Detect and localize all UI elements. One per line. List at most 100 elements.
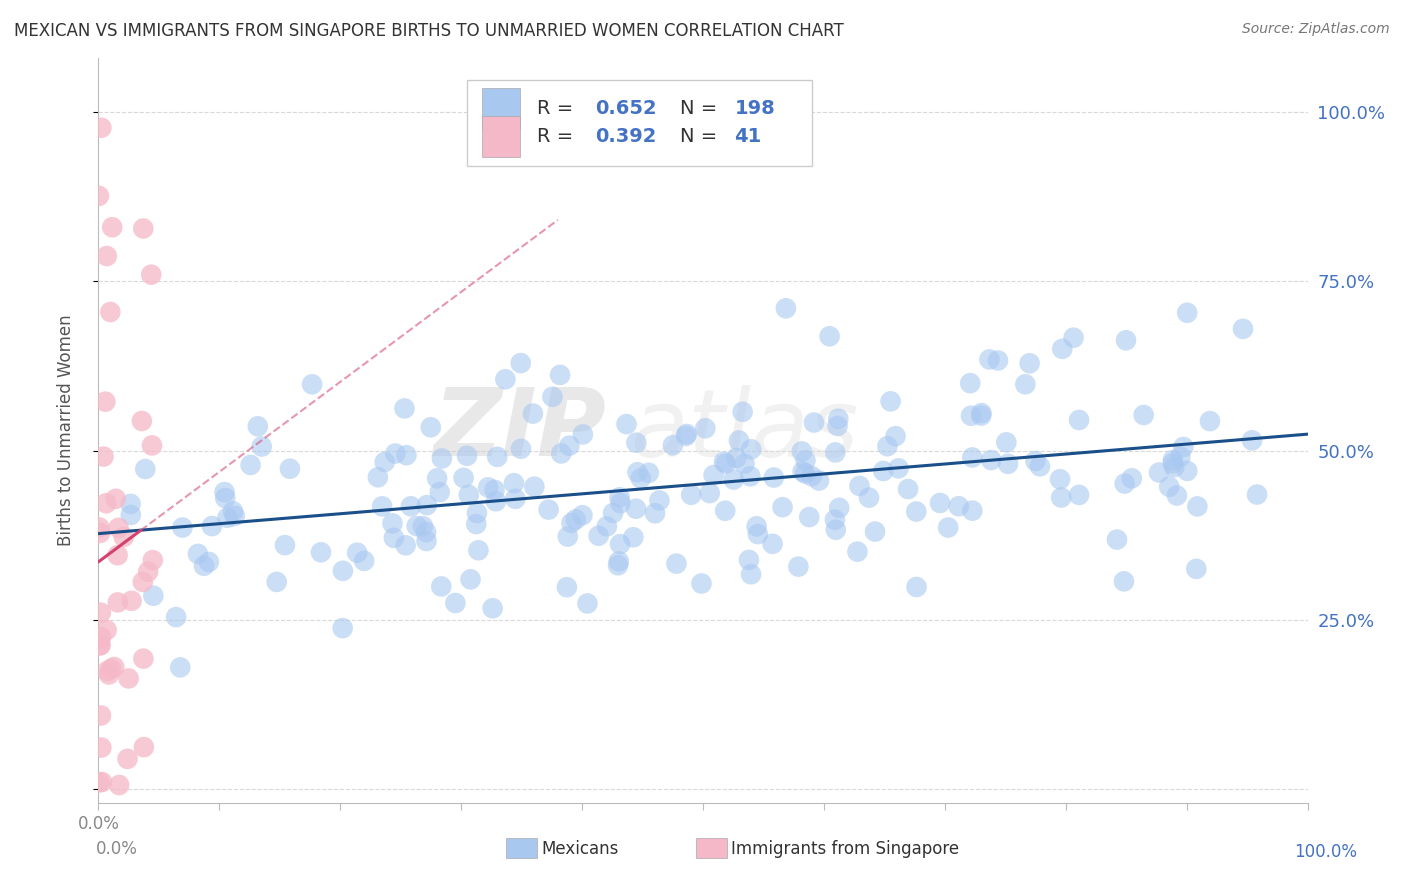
Point [112, 530, 135, 544]
Point [846, 544, 869, 558]
Text: 0.652: 0.652 [595, 99, 657, 118]
Point [89, 638, 111, 652]
Text: 198: 198 [734, 99, 775, 118]
Point [485, 494, 508, 508]
Point [699, 486, 721, 500]
Point [713, 455, 735, 469]
Point [799, 510, 821, 524]
Text: Mexicans: Mexicans [541, 840, 619, 858]
Point [416, 498, 439, 512]
Point [929, 496, 952, 510]
Point [695, 421, 717, 435]
Text: R =: R = [537, 127, 579, 146]
Point [426, 471, 449, 485]
Point [107, 548, 129, 562]
Point [537, 502, 560, 516]
Point [250, 440, 273, 454]
Point [89, 638, 111, 652]
Point [486, 450, 509, 464]
Point [132, 221, 155, 235]
Point [1166, 489, 1188, 503]
Point [117, 752, 139, 766]
Point [89, 525, 111, 540]
Point [374, 455, 396, 469]
Point [576, 597, 599, 611]
Point [217, 510, 239, 524]
Point [1161, 453, 1184, 467]
Point [96, 249, 118, 263]
Point [828, 500, 851, 515]
Point [460, 573, 482, 587]
Point [1199, 414, 1222, 428]
Point [134, 462, 156, 476]
Point [301, 377, 323, 392]
Point [131, 414, 153, 428]
Point [1187, 500, 1209, 514]
Point [762, 470, 785, 484]
Point [772, 500, 794, 515]
Point [560, 516, 582, 530]
Point [346, 546, 368, 560]
Point [848, 479, 870, 493]
Point [962, 450, 984, 465]
Point [558, 439, 581, 453]
Point [872, 464, 894, 478]
Point [381, 516, 404, 531]
Point [1161, 457, 1184, 471]
Point [90, 775, 112, 789]
Point [962, 503, 984, 517]
Point [90, 606, 112, 620]
Text: Source: ZipAtlas.com: Source: ZipAtlas.com [1241, 22, 1389, 37]
Bar [482, 87, 520, 128]
Point [412, 519, 434, 533]
Point [970, 406, 993, 420]
Point [541, 390, 564, 404]
Point [572, 427, 595, 442]
Point [1132, 408, 1154, 422]
Point [90, 740, 112, 755]
Point [550, 446, 572, 460]
Point [87, 775, 110, 789]
Y-axis label: Births to Unmarried Women: Births to Unmarried Women [56, 315, 75, 546]
Point [1173, 440, 1195, 454]
Point [198, 555, 221, 569]
Point [509, 356, 531, 370]
Point [997, 457, 1019, 471]
Point [824, 523, 846, 537]
Point [740, 469, 762, 483]
Point [1052, 342, 1074, 356]
Point [494, 372, 516, 386]
Point [395, 538, 418, 552]
Point [740, 567, 762, 582]
Point [609, 537, 631, 551]
Point [723, 473, 745, 487]
Point [465, 517, 488, 532]
Point [863, 524, 886, 539]
Point [453, 471, 475, 485]
Point [1115, 334, 1137, 348]
Point [353, 554, 375, 568]
Point [1014, 377, 1036, 392]
Point [266, 574, 288, 589]
Point [792, 465, 814, 479]
Point [675, 429, 697, 443]
Point [761, 537, 783, 551]
Point [503, 476, 526, 491]
Point [747, 527, 769, 541]
Point [596, 519, 619, 533]
Point [382, 531, 405, 545]
Point [787, 559, 810, 574]
Point [1175, 464, 1198, 478]
Point [415, 525, 437, 540]
Point [246, 419, 269, 434]
Point [794, 453, 817, 467]
Point [90, 708, 112, 723]
Point [1049, 472, 1071, 486]
Point [675, 427, 697, 442]
Point [887, 461, 910, 475]
Point [187, 547, 209, 561]
Point [970, 409, 993, 423]
Point [1232, 322, 1254, 336]
Point [948, 500, 970, 514]
Point [1067, 413, 1090, 427]
